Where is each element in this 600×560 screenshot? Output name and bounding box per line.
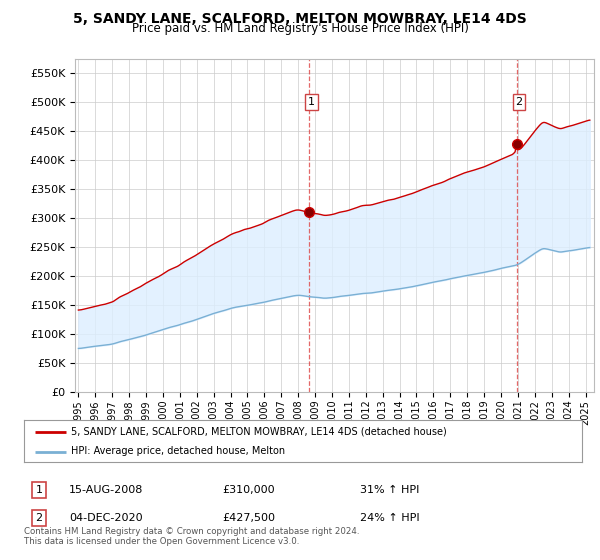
Text: Price paid vs. HM Land Registry's House Price Index (HPI): Price paid vs. HM Land Registry's House … [131,22,469,35]
Text: 1: 1 [35,485,43,495]
Text: 24% ↑ HPI: 24% ↑ HPI [360,513,419,523]
Text: £310,000: £310,000 [222,485,275,495]
Text: 04-DEC-2020: 04-DEC-2020 [69,513,143,523]
Text: £427,500: £427,500 [222,513,275,523]
Text: 15-AUG-2008: 15-AUG-2008 [69,485,143,495]
Text: 5, SANDY LANE, SCALFORD, MELTON MOWBRAY, LE14 4DS (detached house): 5, SANDY LANE, SCALFORD, MELTON MOWBRAY,… [71,427,447,437]
Text: 2: 2 [35,513,43,523]
Text: HPI: Average price, detached house, Melton: HPI: Average price, detached house, Melt… [71,446,286,456]
Text: 31% ↑ HPI: 31% ↑ HPI [360,485,419,495]
Text: 5, SANDY LANE, SCALFORD, MELTON MOWBRAY, LE14 4DS: 5, SANDY LANE, SCALFORD, MELTON MOWBRAY,… [73,12,527,26]
Text: 1: 1 [308,97,315,107]
Text: 2: 2 [515,97,523,107]
Text: Contains HM Land Registry data © Crown copyright and database right 2024.
This d: Contains HM Land Registry data © Crown c… [24,526,359,546]
